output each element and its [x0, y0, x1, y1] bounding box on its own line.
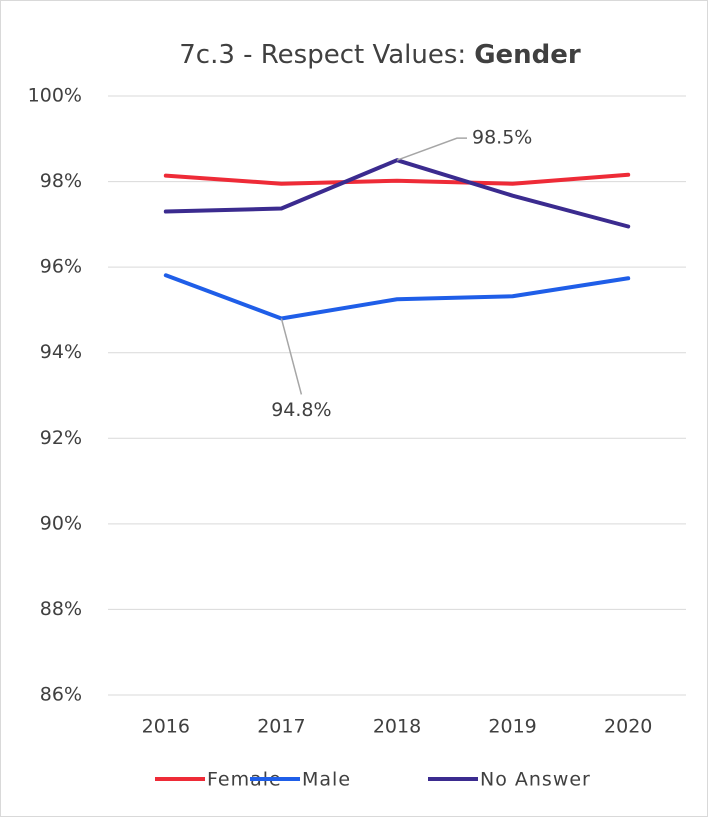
data-label: 94.8% [271, 399, 331, 421]
legend-label: Female [207, 769, 282, 791]
x-tick-label: 2020 [604, 716, 652, 738]
chart-title: 7c.3 - Respect Values: Gender [179, 40, 581, 70]
y-tick-label: 100% [28, 85, 82, 107]
y-tick-label: 96% [40, 256, 82, 278]
leader-line [396, 137, 467, 161]
title-bold: Gender [474, 40, 581, 70]
leader-line [280, 318, 303, 395]
y-tick-label: 88% [40, 598, 82, 620]
x-tick-label: 2019 [488, 716, 536, 738]
legend-label: Male [302, 769, 351, 791]
y-tick-label: 92% [40, 427, 82, 449]
series-line [163, 273, 631, 321]
data-label: 98.5% [472, 127, 532, 149]
y-tick-label: 94% [40, 341, 82, 363]
x-tick-label: 2017 [257, 716, 305, 738]
y-tick-label: 90% [40, 512, 82, 534]
legend-label: No Answer [480, 769, 591, 791]
x-tick-label: 2016 [142, 716, 190, 738]
x-tick-label: 2018 [373, 716, 421, 738]
y-tick-label: 98% [40, 170, 82, 192]
y-tick-label: 86% [40, 684, 82, 706]
title-text: 7c.3 - Respect Values: [179, 40, 466, 70]
series-line [163, 172, 631, 186]
